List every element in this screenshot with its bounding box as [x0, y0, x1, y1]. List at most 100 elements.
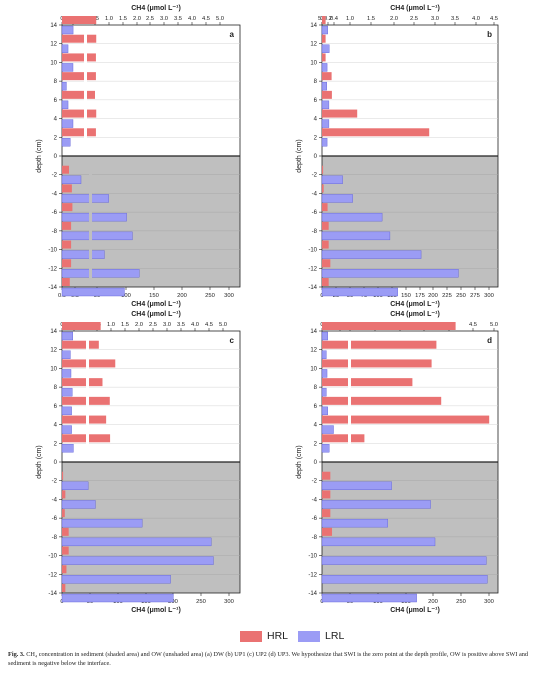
y-tick-label: -2 [52, 173, 58, 179]
bar-hrl [322, 396, 442, 405]
axis-break-bottom [89, 157, 92, 286]
bar-lrl [321, 100, 330, 110]
y-tick-label: -4 [52, 497, 58, 503]
bottom-tick-label: 250 [205, 293, 215, 299]
y-tick-label: -6 [312, 516, 318, 522]
y-axis-label: depth (cm) [36, 139, 43, 172]
y-axis-label: depth (cm) [296, 445, 303, 478]
bottom-tick-label: 225 [442, 293, 452, 299]
y-tick-label: 0 [54, 460, 58, 466]
legend: HRL LRL [240, 628, 344, 644]
bar-lrl [61, 25, 74, 35]
bar-lrl [321, 194, 353, 203]
bar-lrl [321, 25, 328, 35]
bar-hrl [322, 16, 326, 24]
y-tick-label: 0 [314, 460, 318, 466]
top-tick-label: 5.0 [216, 16, 224, 22]
y-tick-label: -14 [48, 591, 57, 597]
bar-lrl [61, 138, 71, 147]
bottom-tick-label: 150 [401, 293, 411, 299]
y-tick-label: -8 [52, 535, 58, 541]
y-tick-label: -10 [48, 248, 57, 254]
bar-hrl [62, 509, 65, 518]
bottom-axis-label: CH4 (μmol L⁻¹) [390, 301, 440, 308]
y-tick-label: -4 [312, 497, 318, 503]
bar-lrl [321, 350, 327, 359]
y-tick-label: -10 [308, 554, 317, 560]
bar-hrl [322, 434, 365, 443]
legend-label-hrl: HRL [267, 630, 289, 642]
bar-lrl [61, 194, 109, 203]
bar-hrl [62, 16, 97, 24]
bar-hrl [62, 527, 69, 536]
top-tick-label: 3.5 [174, 16, 182, 22]
bar-lrl [321, 500, 431, 509]
top-axis-label: CH4 (μmol L⁻¹) [390, 311, 440, 318]
legend-swatch-hrl [240, 630, 262, 642]
sediment-area [62, 462, 240, 593]
y-tick-label: 10 [310, 366, 317, 372]
y-tick-label: 4 [314, 117, 318, 123]
top-tick-label: 3.5 [451, 16, 459, 22]
bar-hrl [62, 278, 70, 286]
y-tick-label: 2 [314, 441, 318, 447]
y-tick-label: 14 [310, 23, 317, 29]
caption-text: CH₄ concentration in sediment (shaded ar… [8, 651, 529, 667]
bar-lrl [321, 250, 422, 259]
bar-lrl [321, 331, 328, 341]
bar-hrl [322, 415, 490, 424]
panel-label: c [230, 336, 235, 345]
y-tick-label: -14 [308, 591, 317, 597]
y-tick-label: -8 [312, 535, 318, 541]
y-tick-label: 12 [310, 348, 317, 354]
bar-hrl [322, 34, 326, 43]
bar-hrl [322, 240, 329, 249]
bar-lrl [321, 537, 436, 547]
bar-lrl [321, 231, 391, 241]
y-tick-label: 12 [50, 348, 57, 354]
bottom-tick-label: 300 [484, 599, 494, 605]
sediment-area [322, 156, 498, 287]
bar-hrl [62, 340, 99, 349]
bar-lrl [61, 44, 69, 53]
top-tick-label: 0.2 [324, 16, 332, 22]
bar-lrl [321, 369, 328, 378]
y-tick-label: 0 [314, 154, 318, 160]
y-tick-label: 14 [50, 329, 57, 335]
y-tick-label: -6 [312, 210, 318, 216]
bar-lrl [61, 63, 74, 72]
y-tick-label: 8 [314, 385, 318, 391]
bar-lrl [321, 593, 417, 603]
y-tick-label: 6 [314, 98, 318, 104]
bar-lrl [321, 387, 327, 397]
bottom-tick-label: 250 [456, 599, 466, 605]
y-tick-label: -6 [52, 210, 58, 216]
top-tick-label: 4.0 [472, 16, 480, 22]
bar-lrl [321, 575, 488, 584]
top-tick-label: 4.5 [469, 322, 477, 328]
bar-lrl [61, 175, 82, 184]
top-axis-label: CH4 (μmol L⁻¹) [390, 5, 440, 12]
y-tick-label: -2 [312, 479, 318, 485]
y-tick-label: -2 [312, 173, 318, 179]
y-tick-label: -8 [52, 229, 58, 235]
top-axis-label: CH4 (μmol L⁻¹) [131, 5, 181, 12]
top-axis-label: CH4 (μmol L⁻¹) [131, 311, 181, 318]
y-tick-label: -10 [308, 248, 317, 254]
top-tick-label: 4.5 [490, 16, 498, 22]
bar-lrl [61, 250, 105, 259]
panel-label: a [230, 30, 235, 39]
bar-lrl [61, 481, 89, 490]
bar-hrl [322, 221, 329, 230]
bottom-tick-label: 300 [224, 599, 234, 605]
y-tick-label: 8 [54, 385, 58, 391]
figure-caption: Fig. 3. CH₄ concentration in sediment (s… [8, 651, 546, 668]
y-tick-label: -10 [48, 554, 57, 560]
y-tick-label: 0 [54, 154, 58, 160]
bar-lrl [321, 63, 328, 72]
y-tick-label: 2 [54, 135, 58, 141]
bar-hrl [62, 490, 66, 499]
bar-hrl [62, 165, 70, 174]
y-axis-label: depth (cm) [296, 139, 303, 172]
